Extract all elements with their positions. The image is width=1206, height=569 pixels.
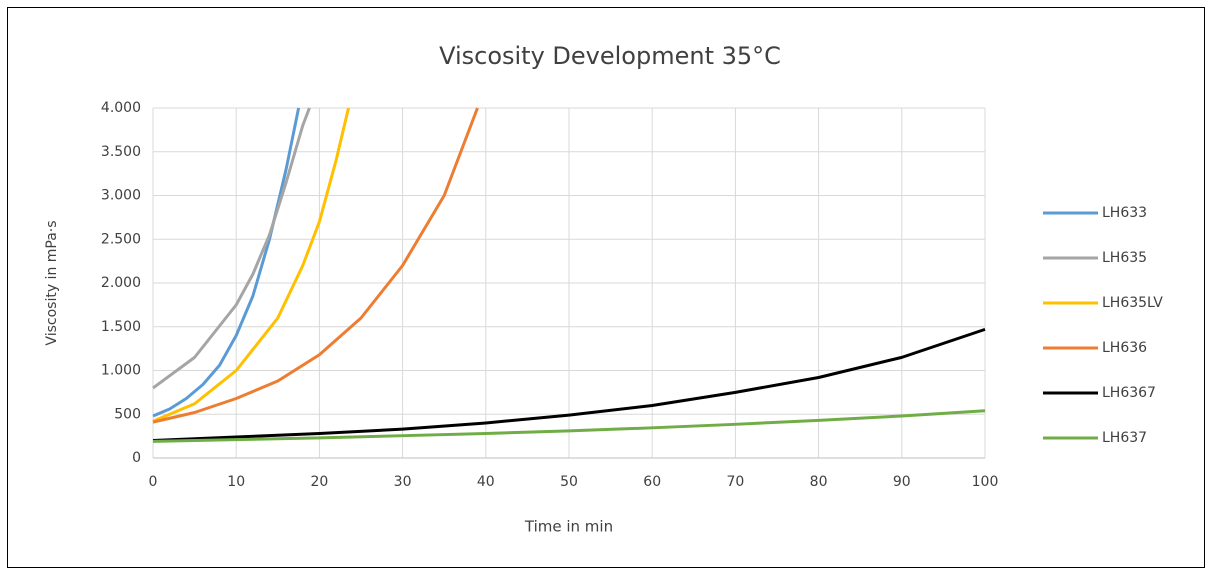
plot-area bbox=[152, 107, 986, 443]
x-tick-label: 0 bbox=[149, 474, 158, 490]
x-tick-label: 20 bbox=[310, 474, 328, 490]
chart-frame bbox=[7, 7, 1205, 568]
y-tick-label: 3.000 bbox=[101, 188, 141, 204]
x-tick-label: 80 bbox=[810, 474, 828, 490]
series-line bbox=[152, 107, 479, 424]
legend-label: LH635 bbox=[1102, 250, 1147, 266]
legend-label: LH636 bbox=[1102, 340, 1147, 356]
x-tick-label: 100 bbox=[972, 474, 999, 490]
y-tick-label: 1.500 bbox=[101, 319, 141, 335]
legend-label: LH635LV bbox=[1102, 295, 1163, 311]
x-tick-label: 10 bbox=[227, 474, 245, 490]
y-tick-label: 4.000 bbox=[101, 100, 141, 116]
x-tick-label: 30 bbox=[394, 474, 412, 490]
y-tick-label: 2.000 bbox=[101, 275, 141, 291]
x-tick-label: 60 bbox=[643, 474, 661, 490]
y-tick-label: 3.500 bbox=[101, 144, 141, 160]
x-tick-label: 40 bbox=[477, 474, 495, 490]
chart-title: Viscosity Development 35°C bbox=[439, 42, 781, 70]
y-tick-label: 2.500 bbox=[101, 231, 141, 247]
series-line bbox=[152, 409, 986, 443]
legend-label: LH6367 bbox=[1102, 385, 1156, 401]
legend-label: LH637 bbox=[1102, 430, 1147, 446]
y-axis-label: Viscosity in mPa·s bbox=[44, 220, 60, 345]
x-tick-label: 70 bbox=[726, 474, 744, 490]
x-axis-label: Time in min bbox=[524, 518, 613, 536]
series-line bbox=[152, 107, 350, 423]
series-line bbox=[152, 327, 986, 442]
series-line bbox=[152, 107, 311, 390]
x-tick-label: 90 bbox=[893, 474, 911, 490]
y-tick-label: 0 bbox=[132, 450, 141, 466]
y-tick-label: 1.000 bbox=[101, 363, 141, 379]
y-tick-label: 500 bbox=[114, 406, 141, 422]
x-tick-label: 50 bbox=[560, 474, 578, 490]
legend-label: LH633 bbox=[1102, 205, 1147, 221]
